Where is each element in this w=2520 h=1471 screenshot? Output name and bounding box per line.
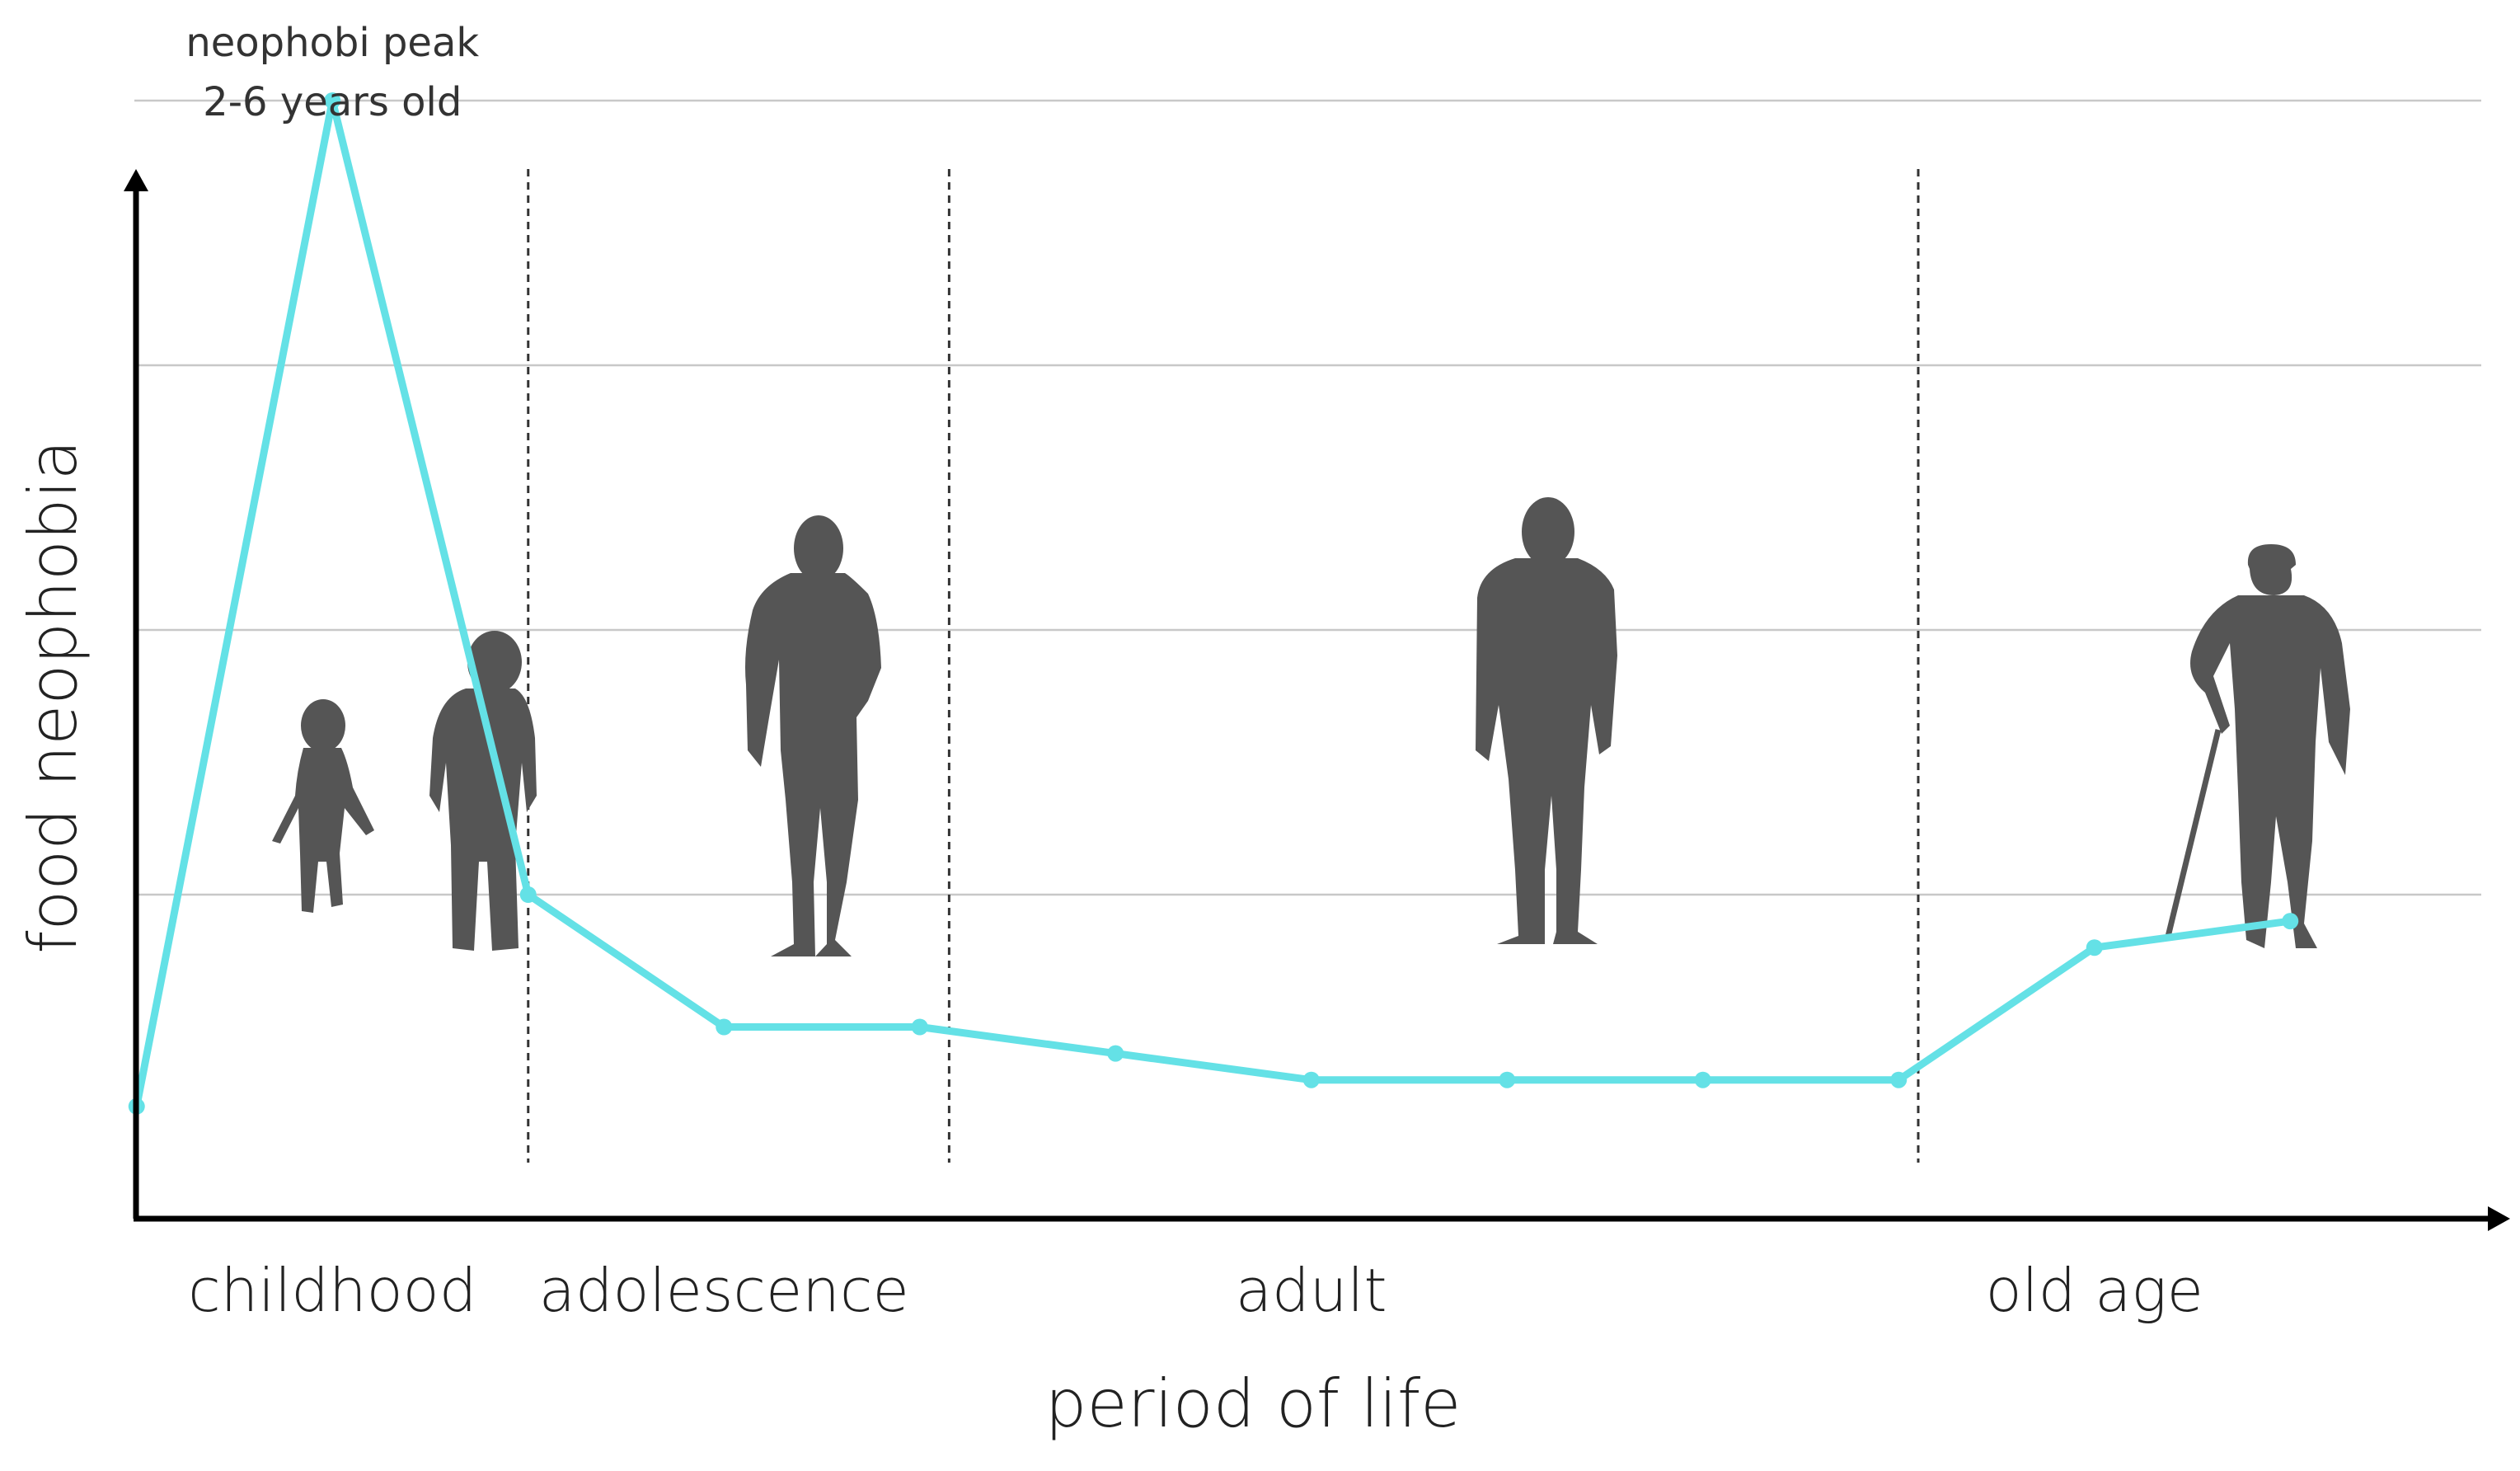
category-label: adult — [1236, 1256, 1387, 1325]
series-line — [133, 96, 2294, 1111]
data-point — [1499, 1071, 1516, 1088]
period-dividers — [527, 169, 1920, 1163]
category-labels: childhood adolescence adult old age — [188, 1256, 2203, 1325]
category-label: old age — [1986, 1256, 2203, 1325]
x-axis-title: period of life — [1045, 1365, 1462, 1442]
data-point — [2282, 913, 2299, 930]
peak-annotation-line2: 2-6 years old — [203, 79, 462, 125]
category-label: adolescence — [539, 1256, 909, 1325]
data-point — [1302, 1071, 1320, 1088]
neophobia-series — [128, 92, 2299, 1115]
elderly-silhouette — [2164, 544, 2350, 948]
people-silhouettes — [272, 497, 2350, 956]
child-silhouette — [429, 631, 537, 951]
data-point — [324, 92, 341, 109]
data-point — [1107, 1045, 1124, 1062]
toddler-silhouette — [272, 699, 374, 913]
data-point — [911, 1018, 928, 1036]
data-point — [2086, 939, 2103, 956]
peak-annotation: neophobi peak 2-6 years old — [185, 20, 479, 125]
data-point — [1890, 1071, 1908, 1088]
axes — [124, 169, 2510, 1231]
data-point — [1694, 1071, 1711, 1088]
y-axis-title: food neophobia — [15, 439, 92, 954]
y-axis-arrow — [124, 169, 148, 191]
data-point — [716, 1018, 733, 1036]
category-label: childhood — [188, 1256, 476, 1325]
adolescent-silhouette — [745, 515, 881, 956]
adult-silhouette — [1476, 497, 1617, 944]
data-point — [519, 886, 537, 903]
x-axis-arrow — [2488, 1206, 2510, 1231]
peak-annotation-line1: neophobi peak — [185, 20, 479, 66]
gridlines — [134, 99, 2481, 896]
